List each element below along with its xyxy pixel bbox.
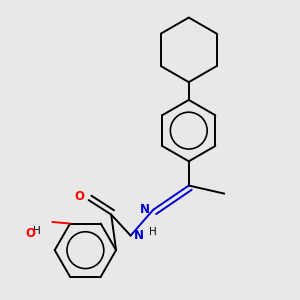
Text: N: N <box>134 229 144 242</box>
Text: O: O <box>26 227 35 241</box>
Text: H: H <box>33 226 41 236</box>
Text: H: H <box>149 227 157 237</box>
Text: O: O <box>75 190 85 203</box>
Text: N: N <box>140 203 150 216</box>
